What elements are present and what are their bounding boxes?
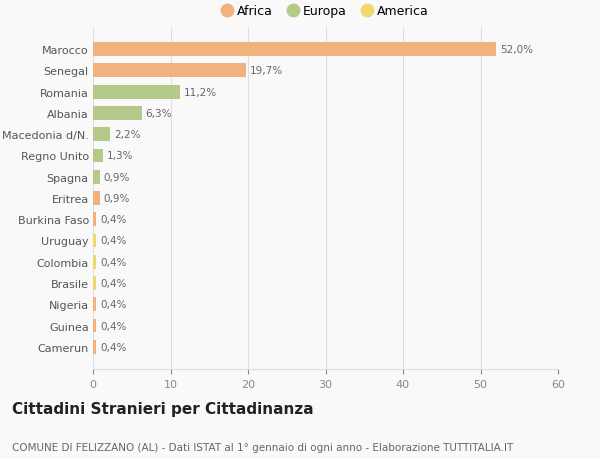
Text: 11,2%: 11,2%: [184, 87, 217, 97]
Text: 0,4%: 0,4%: [100, 342, 127, 352]
Text: 0,4%: 0,4%: [100, 257, 127, 267]
Bar: [93, 298, 96, 312]
Bar: [93, 107, 142, 121]
Text: 0,9%: 0,9%: [104, 172, 130, 182]
Text: COMUNE DI FELIZZANO (AL) - Dati ISTAT al 1° gennaio di ogni anno - Elaborazione : COMUNE DI FELIZZANO (AL) - Dati ISTAT al…: [12, 442, 513, 452]
Text: 0,9%: 0,9%: [104, 194, 130, 203]
Text: 0,4%: 0,4%: [100, 215, 127, 225]
Bar: [93, 43, 496, 57]
Bar: [93, 64, 245, 78]
Text: 0,4%: 0,4%: [100, 321, 127, 331]
Bar: [93, 319, 96, 333]
Bar: [93, 191, 100, 206]
Bar: [93, 85, 180, 99]
Legend: Africa, Europa, America: Africa, Europa, America: [222, 5, 429, 18]
Text: 0,4%: 0,4%: [100, 236, 127, 246]
Text: 19,7%: 19,7%: [250, 66, 283, 76]
Bar: [93, 149, 103, 163]
Text: 1,3%: 1,3%: [107, 151, 133, 161]
Bar: [93, 213, 96, 227]
Text: 52,0%: 52,0%: [500, 45, 533, 55]
Bar: [93, 234, 96, 248]
Text: Cittadini Stranieri per Cittadinanza: Cittadini Stranieri per Cittadinanza: [12, 401, 314, 416]
Bar: [93, 255, 96, 269]
Bar: [93, 170, 100, 184]
Bar: [93, 128, 110, 142]
Bar: [93, 276, 96, 290]
Bar: [93, 340, 96, 354]
Text: 0,4%: 0,4%: [100, 300, 127, 310]
Text: 6,3%: 6,3%: [146, 109, 172, 118]
Text: 0,4%: 0,4%: [100, 279, 127, 288]
Text: 2,2%: 2,2%: [114, 130, 140, 140]
